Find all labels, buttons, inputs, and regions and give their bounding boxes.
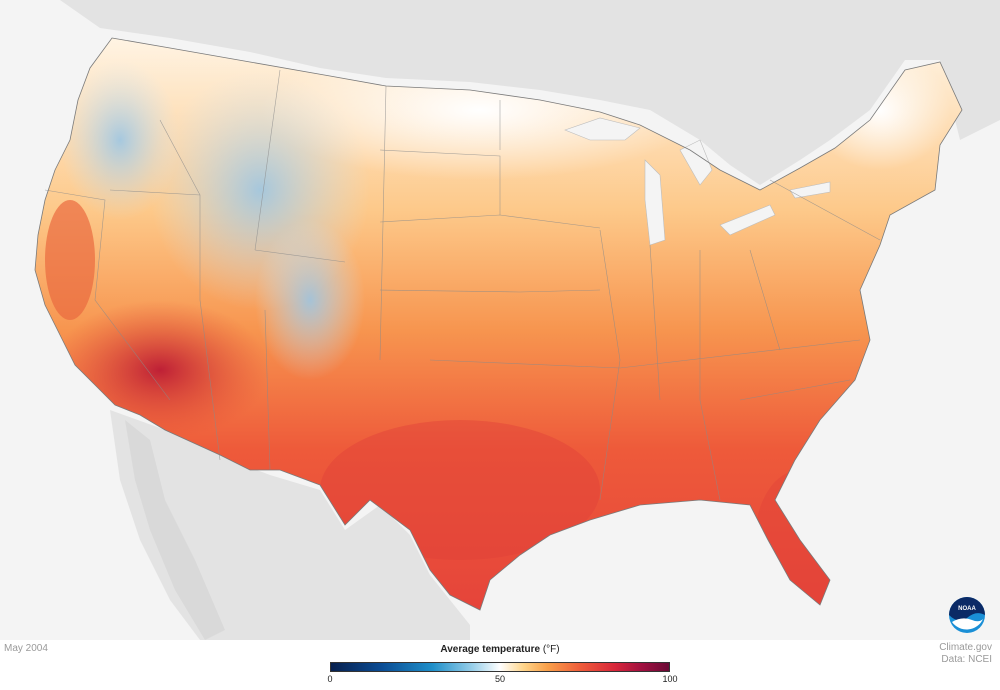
legend-title: Average temperature (°F) (330, 644, 670, 655)
state-boundaries (44, 69, 881, 501)
legend-color-bar (330, 662, 670, 672)
us-border (34, 37, 963, 611)
color-legend: Average temperature (°F) 0 50 100 (327, 644, 677, 688)
great-lakes (564, 117, 831, 246)
legend-tick-mid: 50 (494, 674, 506, 684)
credit-site: Climate.gov (939, 642, 992, 653)
source-credit: Climate.gov Data: NCEI (939, 642, 992, 666)
legend-tick-max: 100 (662, 674, 678, 684)
legend-tick-min: 0 (327, 674, 333, 684)
baja-peninsula (125, 420, 225, 640)
map-date-label: May 2004 (4, 643, 48, 654)
canada-landmass (60, 0, 1000, 185)
temperature-map (34, 0, 1000, 640)
footer: May 2004 Average temperature (°F) 0 50 1… (0, 640, 1000, 690)
legend-unit: (°F) (542, 644, 560, 655)
credit-data-source: Data: NCEI (941, 654, 992, 665)
noaa-logo: NOAA (949, 597, 985, 633)
map-panel: NOAA (0, 0, 1000, 640)
legend-title-text: Average temperature (440, 644, 541, 655)
noaa-logo-text: NOAA (958, 606, 976, 612)
